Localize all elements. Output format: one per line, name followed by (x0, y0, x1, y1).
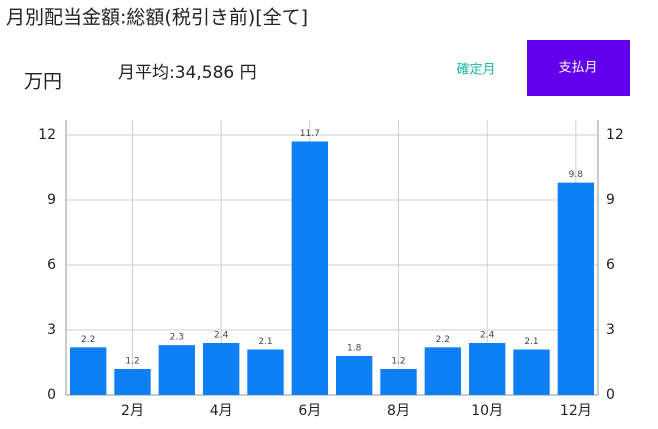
bar (513, 349, 550, 395)
value-label: 2.2 (81, 335, 95, 345)
y-tick-label: 12 (38, 127, 56, 143)
bar (247, 349, 284, 395)
bar (424, 347, 462, 395)
bar (158, 345, 196, 395)
toggle-button-active[interactable] (527, 40, 630, 96)
y-axis-label: 万円 (24, 71, 62, 93)
value-label: 2.2 (436, 335, 450, 345)
y-tick-label: 3 (47, 322, 56, 338)
value-label: 1.2 (125, 357, 139, 367)
toggle-button-label[interactable]: 支払月 (558, 61, 597, 76)
x-tick-label: 12月 (560, 403, 592, 419)
x-tick-label: 10月 (471, 403, 503, 419)
y2-tick-label: 6 (606, 257, 615, 273)
x-tick-label: 8月 (387, 403, 410, 419)
monthly-average: 月平均:34,586 円 (118, 63, 257, 83)
toggle-button[interactable]: 確定月 (456, 62, 495, 78)
y2-tick-label: 12 (606, 127, 624, 143)
bar (69, 347, 107, 395)
x-tick-label: 6月 (298, 403, 321, 419)
value-label: 1.2 (391, 357, 405, 367)
y-tick-label: 6 (47, 257, 56, 273)
y2-tick-label: 0 (606, 387, 615, 403)
bar (468, 343, 506, 395)
value-label: 2.1 (258, 337, 272, 347)
value-label: 2.3 (170, 333, 184, 343)
value-label: 2.4 (480, 331, 495, 341)
bar (557, 182, 595, 395)
bar (202, 343, 240, 395)
y2-tick-label: 3 (606, 322, 615, 338)
value-label: 2.4 (214, 331, 229, 341)
value-label: 1.8 (347, 344, 362, 354)
x-tick-label: 2月 (121, 403, 144, 419)
chart-title: 月別配当金額:総額(税引き前)[全て] (6, 7, 308, 29)
bar (335, 356, 373, 395)
value-label: 2.1 (524, 337, 538, 347)
value-label: 11.7 (300, 129, 320, 139)
y2-tick-label: 9 (606, 192, 615, 208)
x-tick-label: 4月 (210, 403, 233, 419)
bar (114, 369, 151, 395)
bar (291, 141, 329, 395)
y-tick-label: 0 (47, 387, 56, 403)
value-label: 9.8 (569, 170, 584, 180)
bar (380, 369, 417, 395)
y-tick-label: 9 (47, 192, 56, 208)
